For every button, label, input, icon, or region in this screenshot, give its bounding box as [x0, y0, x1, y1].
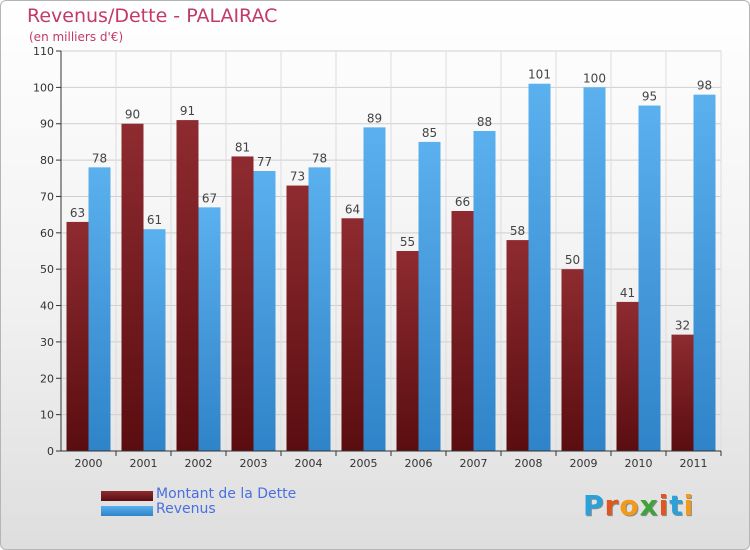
y-tick-label: 30: [40, 336, 54, 349]
bar-debt: [396, 251, 419, 451]
bar-revenus: [363, 127, 386, 451]
data-label-debt: 90: [125, 108, 140, 122]
bar-debt: [561, 269, 584, 451]
data-label-revenus: 85: [422, 126, 437, 140]
bar-debt: [66, 221, 89, 451]
bar-debt: [451, 211, 474, 451]
chart-title: Revenus/Dette - PALAIRAC: [27, 5, 278, 27]
bar-revenus: [528, 83, 551, 452]
bar-revenus: [253, 171, 276, 451]
data-label-revenus: 98: [697, 79, 712, 93]
x-tick-label: 2005: [350, 457, 378, 470]
bar-debt: [616, 301, 639, 451]
bar-debt: [341, 218, 364, 451]
bar-debt: [506, 240, 529, 451]
bar-revenus: [418, 141, 441, 451]
data-label-debt: 81: [235, 140, 250, 154]
x-tick-label: 2011: [680, 457, 708, 470]
x-tick-label: 2008: [515, 457, 543, 470]
data-label-revenus: 78: [312, 151, 327, 165]
bar-revenus: [88, 167, 111, 451]
data-label-debt: 32: [675, 319, 690, 333]
data-label-debt: 73: [290, 170, 305, 184]
bar-debt: [671, 334, 694, 451]
legend-swatch-debt: [101, 491, 153, 501]
y-tick-label: 20: [40, 372, 54, 385]
y-tick-label: 50: [40, 263, 54, 276]
data-label-revenus: 67: [202, 191, 217, 205]
x-tick-label: 2003: [240, 457, 268, 470]
x-tick-label: 2006: [405, 457, 433, 470]
data-label-revenus: 101: [528, 68, 551, 82]
x-tick-label: 2002: [185, 457, 213, 470]
y-tick-label: 110: [33, 45, 54, 58]
y-tick-label: 80: [40, 154, 54, 167]
data-label-debt: 55: [400, 235, 415, 249]
y-tick-label: 60: [40, 227, 54, 240]
chart-subtitle: (en milliers d'€): [29, 30, 124, 44]
data-label-debt: 58: [510, 224, 525, 238]
grid-lines: [60, 50, 722, 452]
bars: [66, 83, 716, 452]
bar-debt: [286, 185, 309, 451]
data-label-revenus: 100: [583, 71, 606, 85]
x-tick-label: 2007: [460, 457, 488, 470]
bar-revenus: [583, 87, 606, 451]
data-label-revenus: 89: [367, 111, 382, 125]
x-tick-label: 2000: [75, 457, 103, 470]
y-tick-label: 70: [40, 190, 54, 203]
data-label-revenus: 95: [642, 90, 657, 104]
data-label-debt: 41: [620, 286, 635, 300]
data-label-debt: 66: [455, 195, 470, 209]
data-label-debt: 50: [565, 253, 580, 267]
data-label-debt: 91: [180, 104, 195, 118]
bar-debt: [176, 120, 199, 451]
x-tick-label: 2009: [570, 457, 598, 470]
bar-debt: [231, 156, 254, 452]
x-tick-label: 2001: [130, 457, 158, 470]
y-tick-label: 100: [33, 81, 54, 94]
data-label-revenus: 88: [477, 115, 492, 129]
bar-revenus: [473, 131, 496, 451]
x-tick-label: 2004: [295, 457, 323, 470]
y-tick-label: 10: [40, 409, 54, 422]
data-label-revenus: 78: [92, 151, 107, 165]
axes: 0 10 20 30 40 50 60 70 80 90 100 110 2000 2001 2002 200…: [33, 45, 722, 470]
data-label-revenus: 77: [257, 155, 272, 169]
x-tick-label: 2010: [625, 457, 653, 470]
bar-revenus: [308, 167, 331, 451]
legend-label-revenus: Revenus: [156, 501, 216, 517]
y-tick-label: 90: [40, 118, 54, 131]
data-label-debt: 63: [70, 206, 85, 220]
y-tick-label: 40: [40, 300, 54, 313]
bar-revenus: [198, 207, 221, 451]
value-labels: 63 78 90 61 91 67 81 77 73 78 64 89 55 85 66 88 58 101 50 1…: [70, 68, 712, 333]
y-tick-label: 0: [47, 445, 54, 458]
data-label-revenus: 61: [147, 213, 162, 227]
legend-swatch-revenus: [101, 506, 153, 516]
bar-revenus: [638, 105, 661, 451]
bar-revenus: [693, 94, 716, 452]
proxiti-logo: Proxiti: [583, 489, 695, 522]
bar-debt: [121, 123, 144, 452]
bar-revenus: [143, 229, 166, 451]
data-label-debt: 64: [345, 202, 360, 216]
legend-label-debt: Montant de la Dette: [156, 486, 297, 502]
